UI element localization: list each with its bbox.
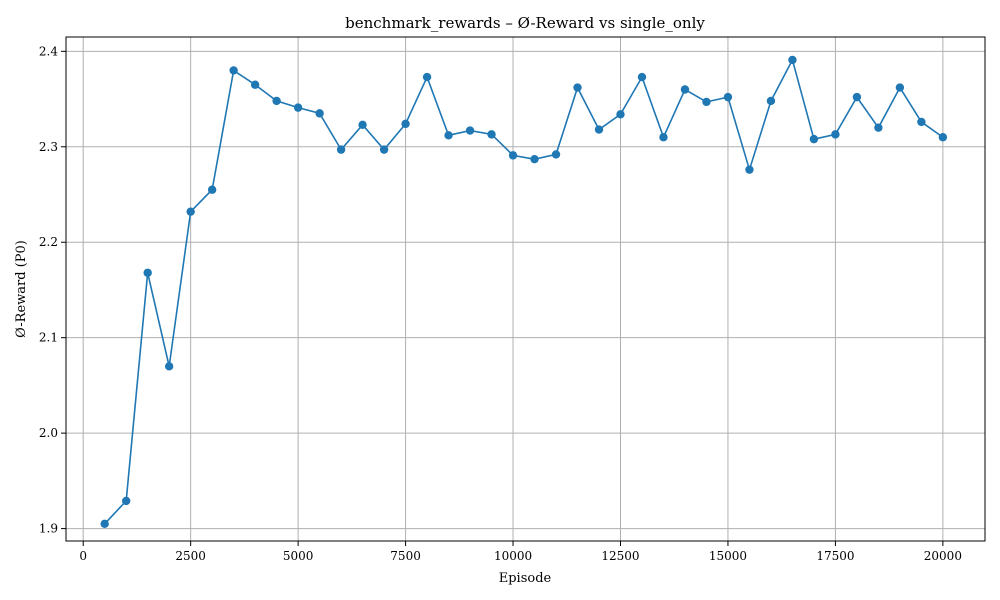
data-point — [379, 145, 389, 154]
data-point — [250, 80, 260, 89]
grid-lines — [66, 37, 985, 541]
data-point — [659, 133, 668, 142]
data-point — [465, 126, 475, 135]
y-tick-label: 2.4 — [39, 44, 58, 58]
data-point — [852, 92, 862, 102]
x-tick-label: 10000 — [494, 549, 532, 563]
data-point — [938, 133, 948, 142]
data-point — [401, 119, 410, 129]
y-tick-label: 2.2 — [39, 235, 58, 249]
data-point — [508, 151, 518, 160]
data-point — [422, 72, 432, 82]
chart-title: benchmark_rewards – Ø-Reward vs single_o… — [345, 14, 705, 32]
data-point — [186, 207, 195, 216]
data-point — [143, 268, 152, 277]
data-point — [164, 362, 174, 371]
y-tick-label: 2.3 — [39, 140, 58, 154]
y-axis-label: Ø-Reward (P0) — [14, 240, 29, 338]
x-tick-label: 17500 — [816, 549, 854, 563]
data-point — [917, 117, 926, 127]
data-point — [788, 55, 797, 65]
data-point — [336, 145, 346, 154]
data-point — [551, 150, 561, 159]
data-point — [293, 103, 303, 112]
x-tick-label: 15000 — [709, 549, 747, 563]
y-tick-label: 2.1 — [39, 331, 58, 345]
data-point — [315, 109, 324, 118]
data-point — [831, 130, 840, 139]
x-tick-label: 0 — [79, 549, 87, 563]
data-point — [766, 96, 776, 106]
series-line — [104, 57, 944, 525]
x-tick-label: 20000 — [924, 549, 962, 563]
data-point — [616, 110, 625, 119]
data-point — [530, 154, 539, 164]
data-point — [702, 97, 711, 107]
y-tick-label: 2.0 — [39, 426, 58, 440]
data-point — [207, 185, 217, 194]
x-tick-label: 7500 — [390, 549, 421, 563]
data-point — [487, 130, 496, 139]
data-point — [229, 66, 238, 75]
data-point — [809, 134, 819, 144]
data-point — [723, 92, 733, 102]
data-point — [573, 83, 582, 92]
data-point — [121, 496, 131, 506]
axis-ticks: 0 2500 5000 7500 10000 12500 15000 17500 20000 1.… — [39, 44, 962, 563]
y-tick-label: 1.9 — [39, 522, 58, 536]
plot-frame — [65, 36, 986, 542]
data-point — [745, 165, 754, 174]
x-axis-label: Episode — [499, 571, 552, 586]
data-point — [680, 85, 690, 94]
data-point — [874, 123, 883, 132]
data-point — [358, 120, 367, 130]
data-point — [272, 96, 281, 106]
data-point — [100, 519, 109, 529]
data-point — [594, 125, 604, 134]
x-tick-label: 12500 — [601, 549, 639, 563]
data-point — [895, 83, 905, 92]
x-tick-label: 2500 — [175, 549, 206, 563]
data-point — [444, 131, 453, 140]
series-layer — [100, 55, 948, 529]
x-tick-label: 5000 — [283, 549, 314, 563]
data-point — [637, 72, 647, 82]
